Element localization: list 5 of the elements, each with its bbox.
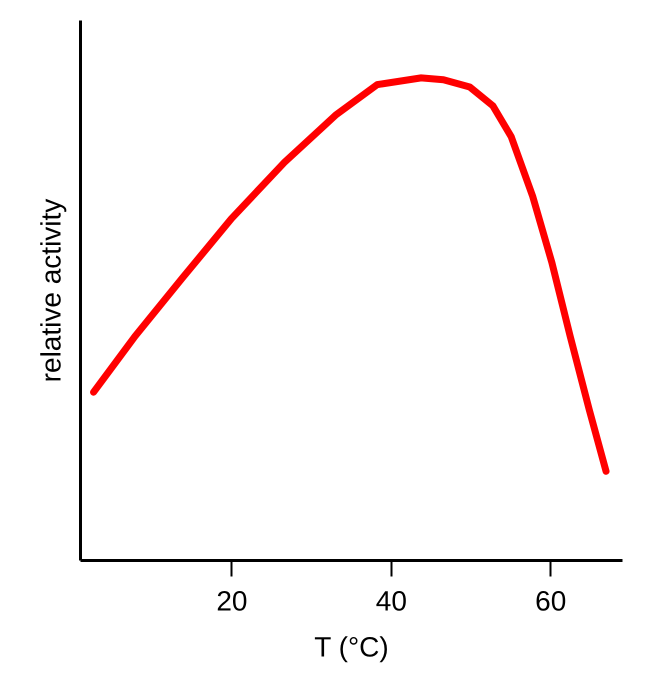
x-tick-label: 20 [216,586,248,616]
x-axis-title: T (°C) [314,632,389,662]
x-tick-label: 40 [376,586,407,616]
x-tick-label: 60 [535,586,566,616]
y-axis-title: relative activity [36,198,66,382]
